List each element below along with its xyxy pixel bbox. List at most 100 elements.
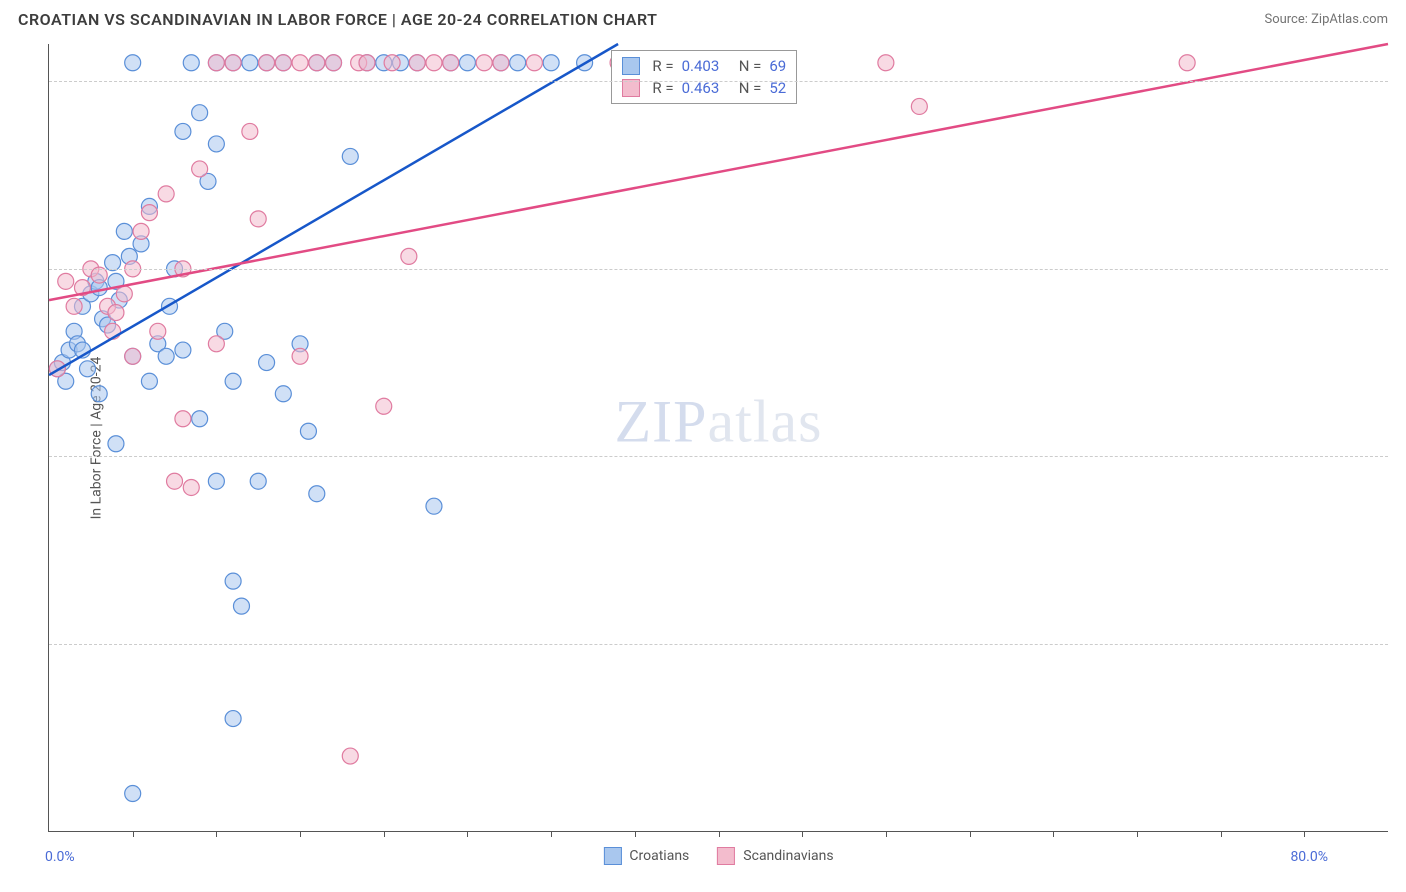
- data-point: [108, 305, 124, 321]
- data-point: [250, 211, 266, 227]
- gridline: [49, 269, 1388, 270]
- data-point: [426, 55, 442, 71]
- stats-legend-row: R =0.403 N =69: [622, 55, 786, 77]
- data-point: [125, 348, 141, 364]
- x-tick: [133, 831, 134, 837]
- data-point: [158, 348, 174, 364]
- data-point: [141, 205, 157, 221]
- y-tick-label: 100.0%: [1392, 73, 1406, 89]
- data-point: [58, 273, 74, 289]
- gridline: [49, 456, 1388, 457]
- x-tick: [1304, 831, 1305, 837]
- legend-swatch: [622, 57, 640, 75]
- data-point: [133, 223, 149, 239]
- data-point: [79, 361, 95, 377]
- x-tick: [1221, 831, 1222, 837]
- data-point: [493, 55, 509, 71]
- data-point: [183, 479, 199, 495]
- data-point: [443, 55, 459, 71]
- data-point: [175, 411, 191, 427]
- data-point: [116, 223, 132, 239]
- data-point: [384, 55, 400, 71]
- data-point: [66, 298, 82, 314]
- legend-item: Scandinavians: [717, 847, 833, 865]
- stats-legend-box: R =0.403 N =69R =0.463 N =52: [611, 50, 797, 104]
- data-point: [326, 55, 342, 71]
- data-point: [175, 123, 191, 139]
- data-point: [225, 55, 241, 71]
- data-point: [426, 498, 442, 514]
- x-tick: [635, 831, 636, 837]
- data-point: [233, 598, 249, 614]
- legend-swatch: [717, 847, 735, 865]
- data-point: [401, 248, 417, 264]
- x-tick: [216, 831, 217, 837]
- data-point: [225, 711, 241, 727]
- y-tick-label: 55.0%: [1392, 636, 1406, 652]
- data-point: [459, 55, 475, 71]
- data-point: [208, 473, 224, 489]
- x-tick: [1053, 831, 1054, 837]
- data-point: [526, 55, 542, 71]
- data-point: [167, 473, 183, 489]
- n-value: 69: [769, 57, 786, 75]
- data-point: [543, 55, 559, 71]
- data-point: [250, 473, 266, 489]
- data-point: [150, 323, 166, 339]
- chart-title: CROATIAN VS SCANDINAVIAN IN LABOR FORCE …: [18, 10, 657, 29]
- data-point: [476, 55, 492, 71]
- x-tick: [886, 831, 887, 837]
- legend-label: Croatians: [629, 848, 689, 864]
- data-point: [192, 411, 208, 427]
- data-point: [292, 55, 308, 71]
- legend-swatch: [603, 847, 621, 865]
- x-axis-min-label: 0.0%: [45, 849, 75, 865]
- x-tick: [1137, 831, 1138, 837]
- data-point: [510, 55, 526, 71]
- n-label: N =: [731, 57, 761, 75]
- data-point: [141, 373, 157, 389]
- data-point: [158, 186, 174, 202]
- data-point: [259, 55, 275, 71]
- x-axis-max-label: 80.0%: [1290, 849, 1328, 865]
- data-point: [125, 786, 141, 802]
- chart-plot-area: In Labor Force | Age 20-24 ZIPatlas R =0…: [48, 44, 1388, 832]
- data-point: [300, 423, 316, 439]
- gridline: [49, 81, 1388, 82]
- data-point: [911, 98, 927, 114]
- source-label: Source: ZipAtlas.com: [1264, 12, 1388, 27]
- legend-label: Scandinavians: [743, 848, 833, 864]
- data-point: [242, 55, 258, 71]
- data-point: [1179, 55, 1195, 71]
- data-point: [225, 573, 241, 589]
- r-label: R =: [652, 57, 673, 75]
- x-tick: [719, 831, 720, 837]
- x-tick: [970, 831, 971, 837]
- gridline: [49, 644, 1388, 645]
- data-point: [275, 386, 291, 402]
- data-point: [342, 148, 358, 164]
- y-tick-label: 70.0%: [1392, 448, 1406, 464]
- x-tick: [300, 831, 301, 837]
- trend-line: [49, 44, 618, 375]
- data-point: [376, 398, 392, 414]
- data-point: [183, 55, 199, 71]
- x-tick: [384, 831, 385, 837]
- data-point: [409, 55, 425, 71]
- y-tick-label: 85.0%: [1392, 261, 1406, 277]
- data-point: [359, 55, 375, 71]
- x-tick: [551, 831, 552, 837]
- data-point: [91, 386, 107, 402]
- plot-svg: [49, 44, 1388, 831]
- data-point: [342, 748, 358, 764]
- data-point: [116, 286, 132, 302]
- x-tick: [467, 831, 468, 837]
- legend-item: Croatians: [603, 847, 689, 865]
- data-point: [108, 436, 124, 452]
- data-point: [225, 373, 241, 389]
- data-point: [259, 355, 275, 371]
- data-point: [309, 486, 325, 502]
- x-tick: [802, 831, 803, 837]
- stats-legend-row: R =0.463 N =52: [622, 77, 786, 99]
- data-point: [208, 136, 224, 152]
